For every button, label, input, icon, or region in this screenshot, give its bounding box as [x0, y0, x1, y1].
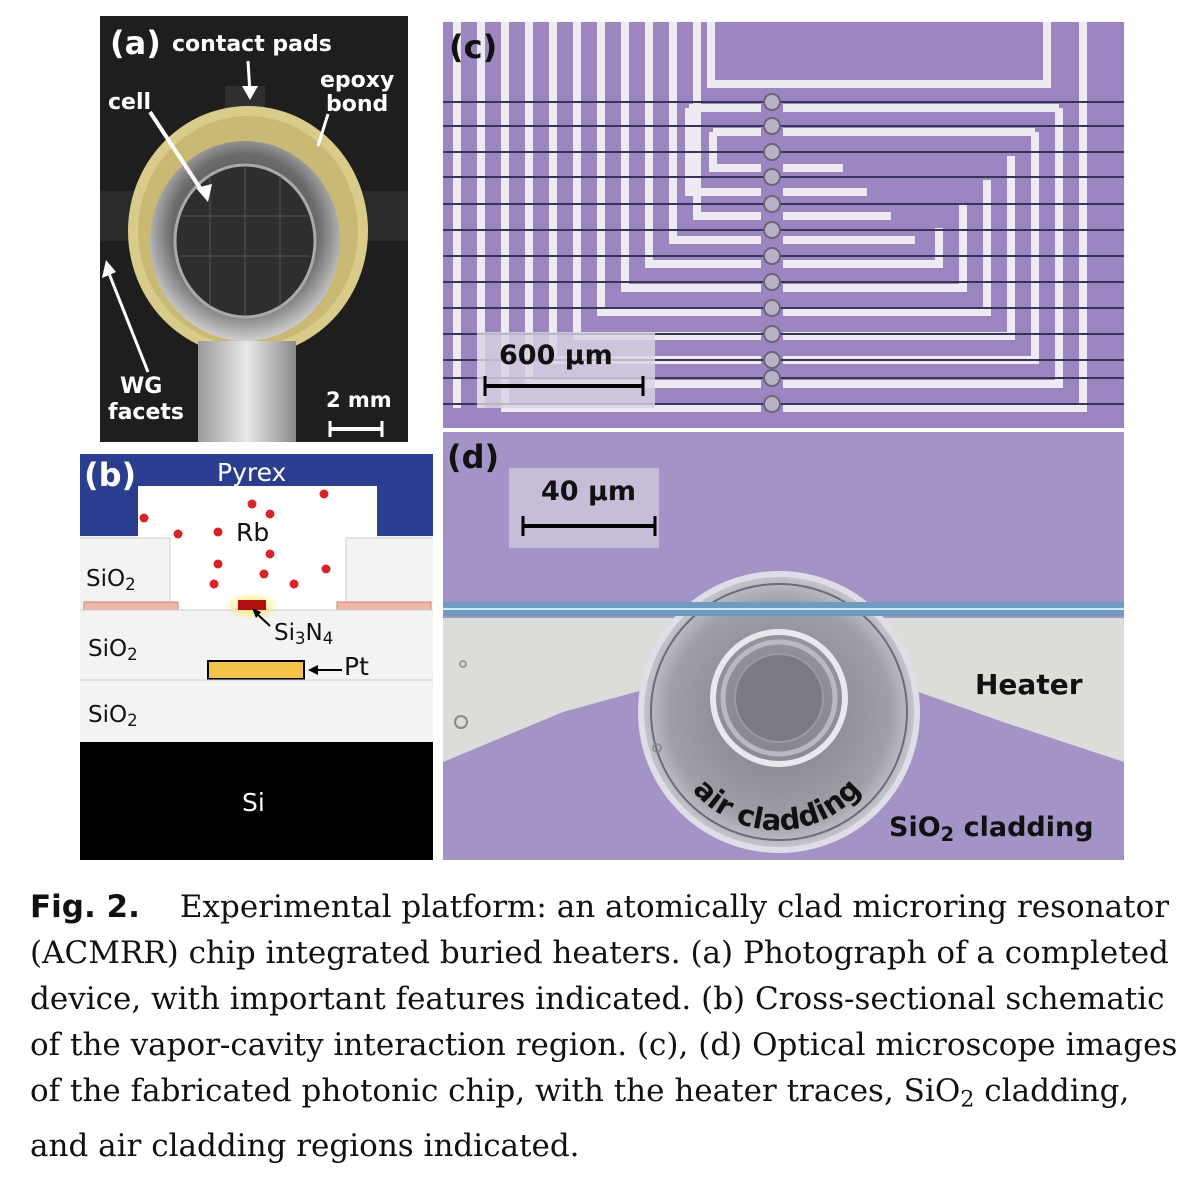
scale-label-d: 40 µm [541, 476, 636, 507]
epoxy-label-line2: bond [326, 92, 388, 117]
panel-d-microscope: air cladding (d) 40 µm Heater SiO2 cladd… [443, 432, 1124, 860]
figure-label: Fig. 2. [30, 889, 140, 925]
panel-a-label: (a) [110, 24, 161, 62]
si3n4-label: Si3N4 [274, 620, 333, 648]
si-label: Si [242, 788, 265, 817]
scale-label-c: 600 µm [499, 340, 613, 371]
sio2-label-1: SiO2 [86, 566, 136, 594]
wg-label-line1: WG [120, 374, 162, 399]
cell-stem [198, 341, 296, 442]
panel-b-label: (b) [84, 456, 136, 494]
sio2-label-2: SiO2 [88, 636, 138, 664]
scale-label-a: 2 mm [326, 388, 392, 412]
caption-subscript: 2 [960, 1087, 974, 1113]
panel-a-photograph: (a) contact pads cell epoxy bond WG face… [100, 16, 408, 442]
panel-b-schematic: (b) Pyrex Rb SiO2 SiO2 SiO2 Si3N4 Pt Si [80, 454, 433, 860]
contact-pads-label: contact pads [172, 32, 332, 57]
panel-c-label: (c) [449, 28, 497, 66]
epoxy-label-line1: epoxy [320, 68, 394, 93]
sio2-cladding-label: SiO2 cladding [889, 812, 1094, 846]
pyrex-label: Pyrex [217, 458, 286, 487]
panel-d-label: (d) [447, 438, 499, 476]
wg-label-line2: facets [108, 400, 184, 425]
pt-heater [208, 661, 304, 679]
rb-label: Rb [236, 518, 269, 547]
figure-caption: Fig. 2. Experimental platform: an atomica… [30, 884, 1180, 1169]
cell-label: cell [108, 90, 151, 115]
heater-label: Heater [975, 668, 1083, 701]
panel-c-microscope: (c) 600 µm [443, 22, 1124, 428]
pt-label: Pt [344, 652, 369, 681]
sio2-label-3: SiO2 [88, 702, 138, 730]
si3n4-waveguide [238, 600, 266, 610]
